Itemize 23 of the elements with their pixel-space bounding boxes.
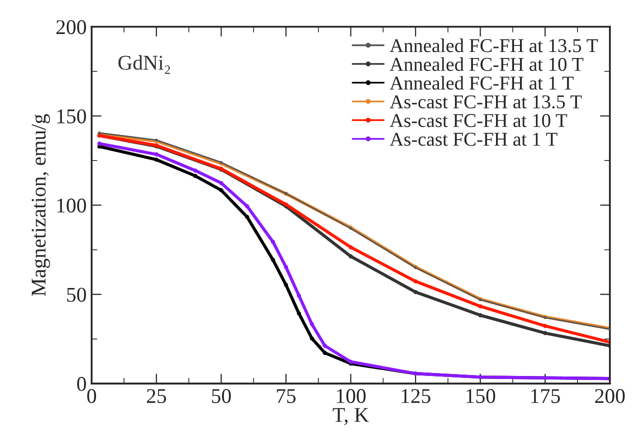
legend-label: Annealed FC-FH at 1 T (390, 76, 574, 90)
y-tick-label: 100 (57, 198, 86, 213)
x-tick-label: 100 (336, 389, 366, 404)
y-tick-label: 150 (57, 109, 86, 124)
x-axis-title: T, K (332, 408, 369, 425)
x-tick-label: 75 (276, 389, 296, 404)
legend-label: As-cast FC-FH at 10 T (390, 114, 568, 128)
y-tick-label: 0 (77, 376, 86, 391)
x-tick-label: 150 (466, 389, 496, 404)
legend-label: Annealed FC-FH at 10 T (390, 57, 584, 71)
x-tick-label: 25 (146, 389, 166, 404)
annotation: GdNi₂ (118, 55, 170, 74)
x-tick-label: 50 (212, 389, 231, 404)
y-tick-label: 200 (56, 20, 86, 34)
legend-label: Annealed FC-FH at 13.5 T (390, 38, 598, 52)
legend-label: As-cast FC-FH at 1 T (390, 132, 558, 146)
x-tick-label: 200 (595, 389, 625, 404)
y-axis-title: Magnetization, emu/g (32, 114, 50, 296)
legend-label: As-cast FC-FH at 13.5 T (390, 95, 582, 108)
x-tick-label: 125 (402, 389, 430, 404)
x-tick-label: 0 (87, 389, 96, 404)
x-tick-label: 175 (531, 389, 560, 404)
y-tick-label: 50 (67, 288, 86, 302)
